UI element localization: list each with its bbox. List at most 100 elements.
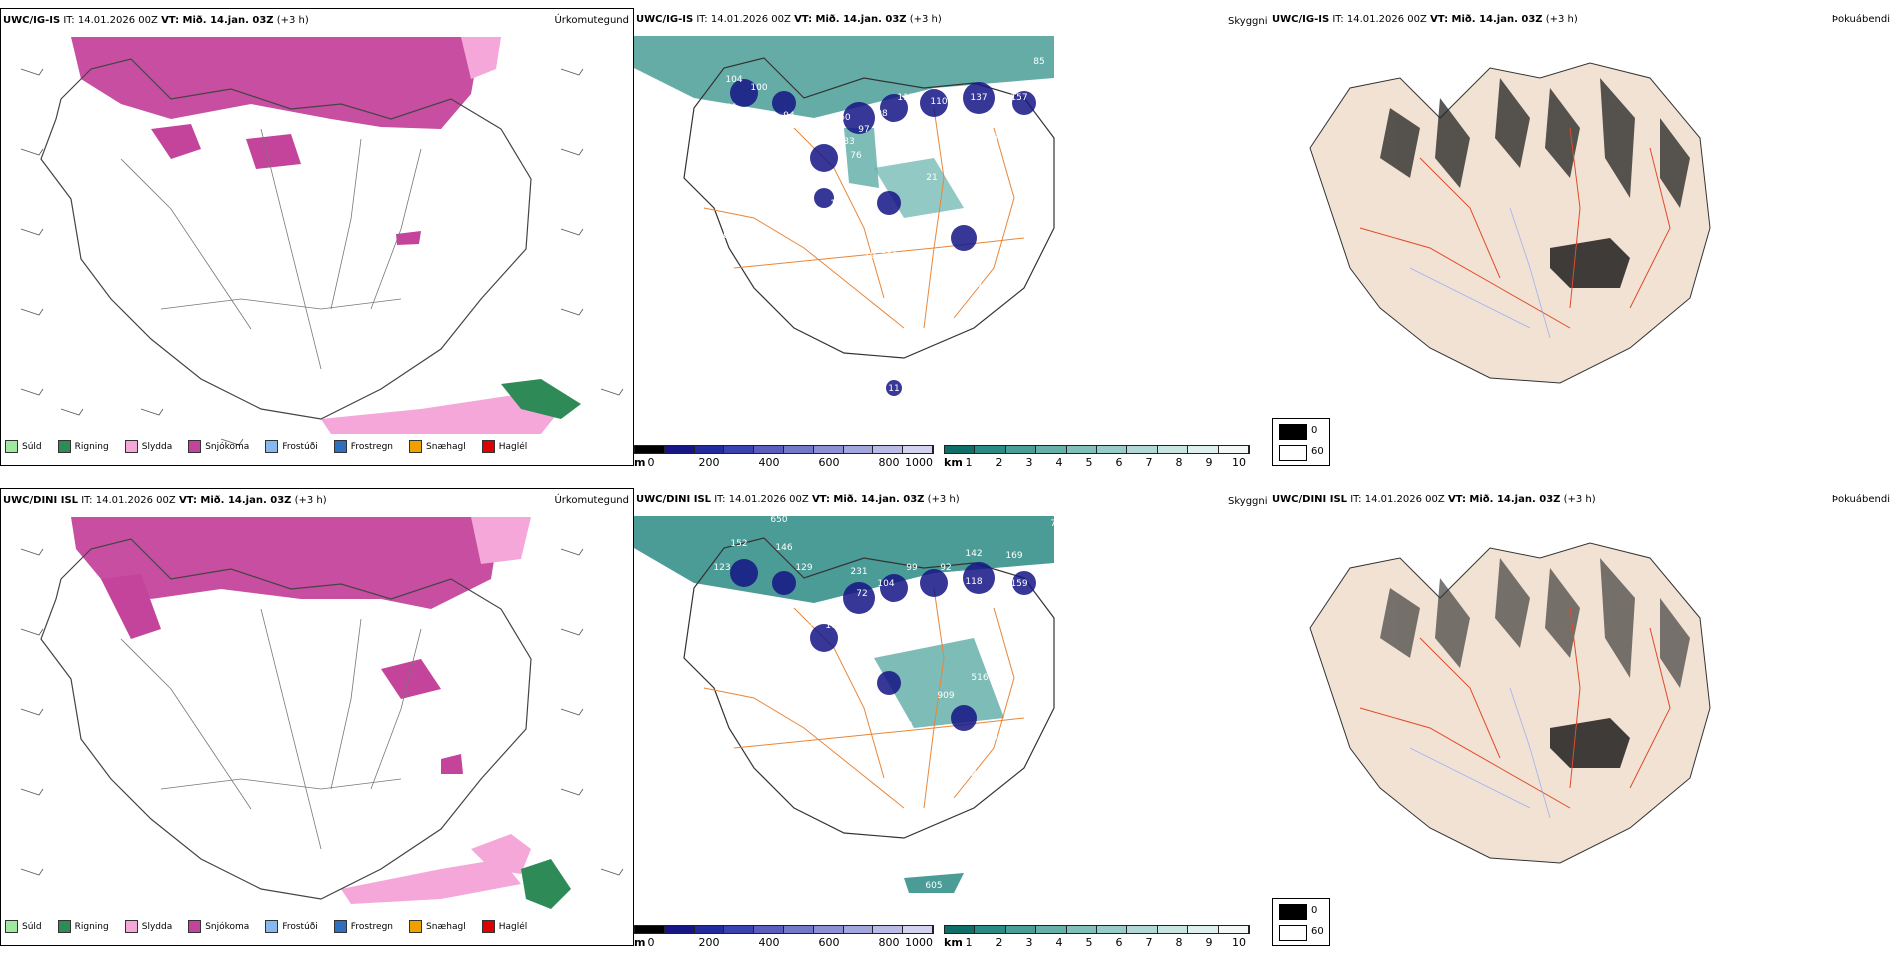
map-label: 89 bbox=[986, 733, 998, 743]
fog-index-panel-2: UWC/DINI ISL IT: 14.01.2026 00Z VT: Mið.… bbox=[1270, 488, 1900, 958]
row-2: UWC/DINI ISL IT: 14.01.2026 00Z VT: Mið.… bbox=[0, 488, 1900, 958]
colorbar-swatch bbox=[724, 446, 755, 453]
precip-legend: Súld Rigning Slydda Snjókoma Frostúði Fr… bbox=[5, 920, 537, 933]
colorbar-swatch bbox=[1066, 446, 1098, 453]
legend-swatch bbox=[265, 440, 279, 453]
legend-swatch bbox=[409, 440, 423, 453]
map-label: 98 bbox=[876, 109, 888, 119]
legend-swatch bbox=[188, 920, 202, 933]
colorbar-swatch bbox=[1005, 446, 1037, 453]
map-label: 120 bbox=[941, 737, 958, 747]
colorbar-ticks: m 0 200 400 600 800 1000 bbox=[634, 936, 934, 949]
precip-type-panel-2: UWC/DINI ISL IT: 14.01.2026 00Z VT: Mið.… bbox=[0, 488, 634, 946]
snow-patch bbox=[441, 754, 463, 774]
colorbar-swatch bbox=[1097, 926, 1128, 933]
precip-panel-right-title: Úrkomutegund bbox=[554, 495, 629, 506]
fog-panel-right-title: Þokuábendi bbox=[1831, 494, 1890, 505]
colorbar-swatch bbox=[1127, 446, 1158, 453]
tick-label: 7 bbox=[1145, 936, 1153, 949]
colorbar-swatch bbox=[1036, 446, 1067, 453]
colorbar-swatch bbox=[635, 926, 665, 933]
precip-legend: Súld Rigning Slydda Snjókoma Frostúði Fr… bbox=[5, 440, 537, 453]
map-label: 104 bbox=[877, 579, 894, 589]
fog-scale-white bbox=[1279, 925, 1307, 941]
map-label: 76 bbox=[850, 151, 862, 161]
precip-map bbox=[20, 517, 624, 909]
legend-swatch bbox=[57, 920, 71, 933]
map-label: 194 bbox=[965, 281, 982, 291]
sleet-area bbox=[461, 37, 501, 79]
colorbar-swatch bbox=[1188, 446, 1219, 453]
legend-item: Súld bbox=[5, 920, 42, 933]
legend-swatch bbox=[481, 440, 495, 453]
colorbar-swatches bbox=[634, 445, 934, 454]
rain-area bbox=[341, 859, 521, 904]
map-label: 159 bbox=[1010, 579, 1027, 589]
tick-label: 1 bbox=[965, 456, 973, 469]
colorbar-swatch bbox=[694, 446, 725, 453]
colorbar-swatch bbox=[754, 446, 784, 453]
tick-label: 1000 bbox=[905, 936, 933, 949]
colorbar-swatches bbox=[634, 925, 934, 934]
map-label: 61 bbox=[1016, 613, 1027, 623]
map-label: 115 bbox=[897, 93, 914, 103]
legend-item: Frostregn bbox=[333, 440, 393, 453]
fog-panel-right-title: Þokuábendi bbox=[1831, 14, 1890, 25]
snow-patch bbox=[381, 659, 441, 699]
tick-label: 3 bbox=[1025, 936, 1033, 949]
snow-patch bbox=[246, 134, 301, 169]
map-label: 100 bbox=[750, 83, 767, 93]
cloud-panel-right-title: Skyggni bbox=[1228, 16, 1268, 27]
colorbar-swatch bbox=[945, 446, 976, 453]
map-label: 11 bbox=[888, 384, 899, 394]
colorbar-swatch bbox=[754, 926, 784, 933]
map-label: 10 bbox=[830, 199, 842, 209]
map-label: 21 bbox=[926, 173, 937, 183]
map-label: 231 bbox=[850, 567, 867, 577]
fog-map bbox=[1309, 62, 1711, 384]
legend-item: Frostúði bbox=[265, 920, 318, 933]
legend-swatch bbox=[333, 440, 347, 453]
map-label: 108 bbox=[825, 621, 842, 631]
tick-label: 10 bbox=[1232, 936, 1246, 949]
visibility-colorbar: km 1 2 3 4 5 6 7 8 9 10 bbox=[944, 445, 1250, 469]
colorbar-swatch bbox=[783, 446, 814, 453]
colorbar-swatch bbox=[843, 446, 874, 453]
legend-item: Rigning bbox=[57, 440, 109, 453]
map-label: 103 bbox=[765, 181, 782, 191]
map-label: 129 bbox=[795, 563, 812, 573]
legend-swatch bbox=[57, 440, 71, 453]
colorbar-swatch bbox=[1157, 926, 1189, 933]
legend-swatch bbox=[5, 920, 18, 933]
iceland-outline bbox=[40, 58, 532, 420]
fog-scale-black bbox=[1279, 424, 1307, 440]
map-label: 144 bbox=[1007, 596, 1024, 606]
row-1: UWC/IG-IS IT: 14.01.2026 00Z VT: Mið. 14… bbox=[0, 8, 1900, 478]
map-label: 909 bbox=[937, 691, 954, 701]
tick-label: 0 bbox=[647, 456, 655, 469]
rain-area bbox=[471, 834, 531, 874]
tick-label: 9 bbox=[1205, 456, 1213, 469]
colorbar-swatch bbox=[903, 926, 933, 933]
tick-label: 2 bbox=[995, 456, 1003, 469]
legend-item: Haglél bbox=[481, 440, 527, 453]
fog-index-panel-1: UWC/IG-IS IT: 14.01.2026 00Z VT: Mið. 14… bbox=[1270, 8, 1900, 478]
map-label: 160 bbox=[833, 113, 850, 123]
legend-swatch bbox=[481, 920, 495, 933]
colorbar-swatch bbox=[1188, 926, 1219, 933]
glacier bbox=[1550, 718, 1630, 768]
tick-label: 800 bbox=[878, 456, 900, 469]
map-label: 103 bbox=[895, 721, 912, 731]
visibility-area bbox=[904, 873, 964, 893]
tick-label: 600 bbox=[818, 936, 840, 949]
colorbar-unit: m bbox=[634, 456, 646, 469]
cloudbase-colorbar: m 0 200 400 600 800 1000 bbox=[634, 925, 934, 949]
glacier bbox=[1550, 238, 1630, 288]
fog-map bbox=[1309, 542, 1711, 864]
colorbar-swatches bbox=[944, 445, 1250, 454]
map-label: 83 bbox=[843, 137, 854, 147]
map-label: 142 bbox=[965, 549, 982, 559]
colorbar-unit: km bbox=[944, 936, 963, 949]
tick-label: 7 bbox=[1145, 456, 1153, 469]
map-label: 107 bbox=[717, 231, 734, 241]
